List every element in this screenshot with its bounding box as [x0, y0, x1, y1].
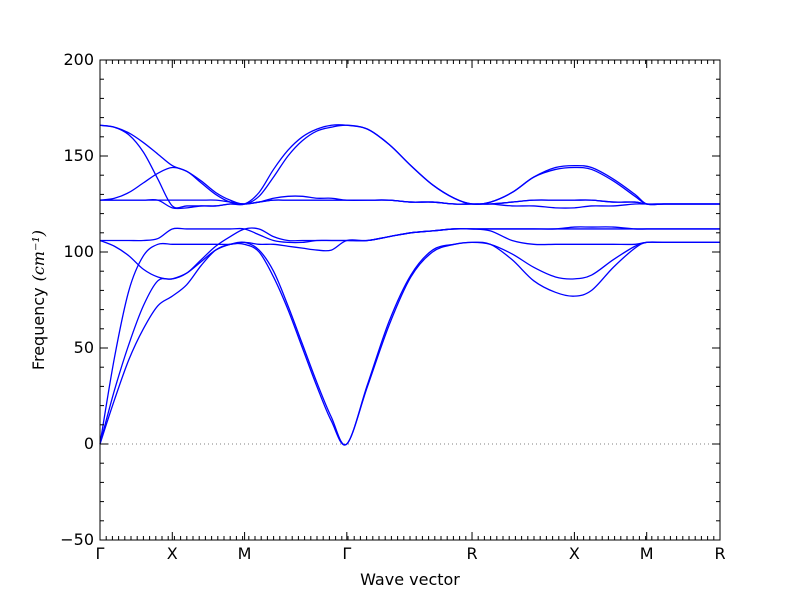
x-tick-label: R	[466, 544, 477, 563]
y-tick-label: −50	[60, 530, 94, 549]
series-layer	[99, 124, 720, 446]
plot-frame	[99, 59, 721, 541]
x-tick-label: Γ	[96, 544, 105, 563]
y-tick-label: 0	[84, 434, 94, 453]
x-tick-label: R	[714, 544, 725, 563]
band-line-5	[99, 227, 720, 280]
plot-background	[100, 60, 720, 540]
x-tick-label: Γ	[342, 544, 351, 563]
x-tick-label: X	[569, 544, 580, 563]
y-axis-title-unit: (cm⁻¹)	[29, 230, 48, 281]
x-tick-label: M	[238, 544, 252, 563]
y-tick-label: 50	[74, 338, 94, 357]
x-tick-label: M	[640, 544, 654, 563]
y-tick-label: 150	[63, 146, 94, 165]
y-axis-title-group: Frequency (cm⁻¹)	[29, 230, 48, 370]
y-axis-title: Frequency (cm⁻¹)	[29, 230, 48, 370]
band-line-10	[99, 124, 720, 206]
x-axis-title: Wave vector	[360, 570, 460, 589]
y-axis-title-text: Frequency	[29, 287, 48, 370]
tick-layer: −50 0 50 100 150 200 Γ X M Γ R X M R	[60, 50, 725, 563]
y-tick-label: 100	[63, 242, 94, 261]
y-tick-label: 200	[63, 50, 94, 69]
x-tick-label: X	[167, 544, 178, 563]
